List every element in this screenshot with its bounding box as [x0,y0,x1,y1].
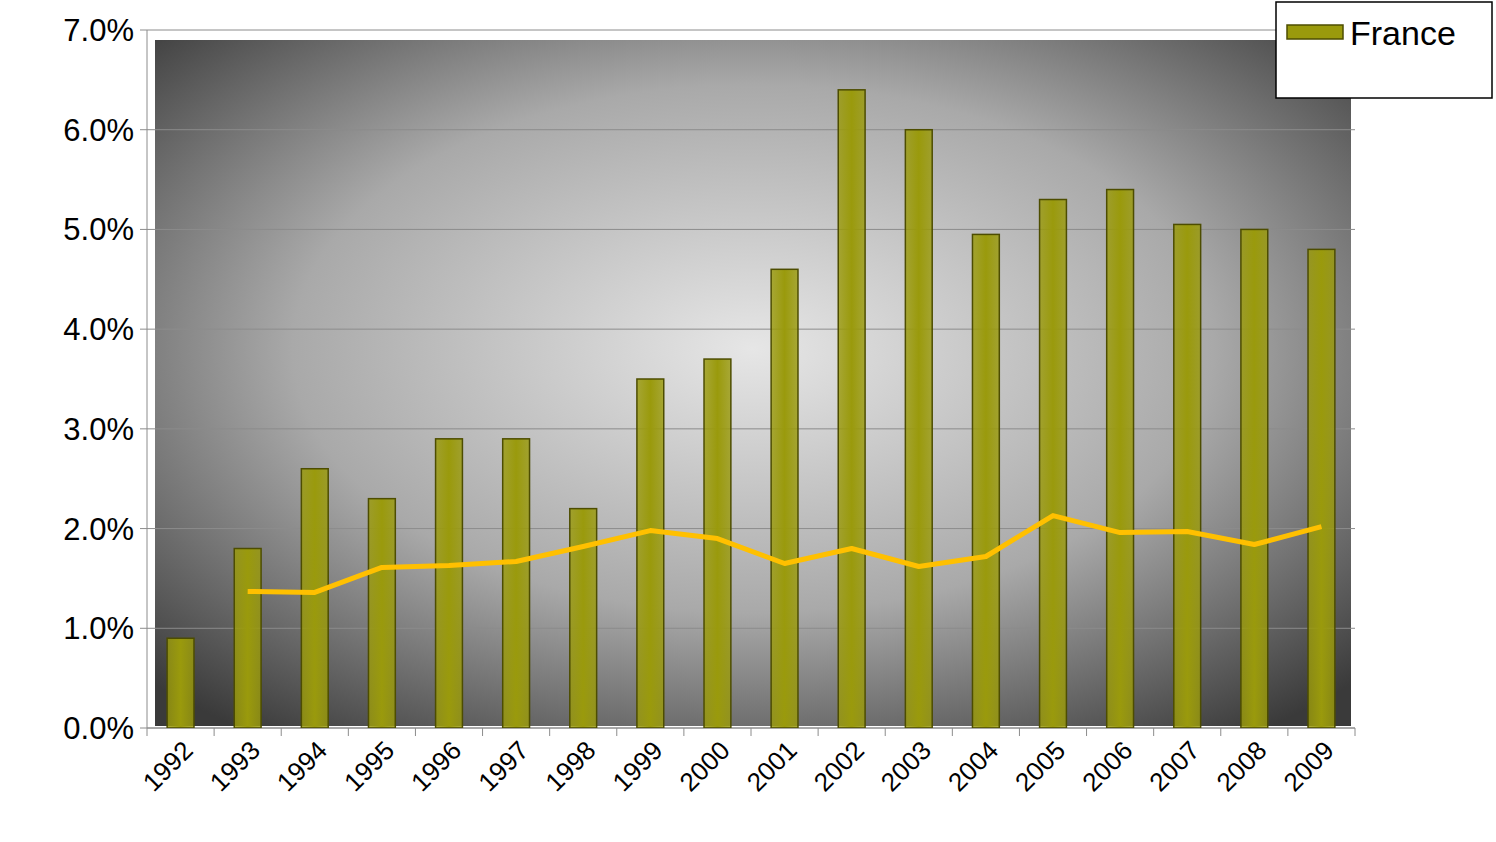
x-tick-label: 2002 [808,735,870,797]
grid-line [147,30,1355,31]
y-tick [140,129,147,130]
grid-line [147,129,1355,130]
bar [1107,190,1134,728]
x-tick [1220,728,1221,736]
x-tick [415,728,416,736]
x-tick-label: 1998 [539,735,601,797]
x-tick [281,728,282,736]
x-tick [1019,728,1020,736]
legend-swatch [1287,25,1343,39]
plot-marks [167,90,1335,728]
x-tick [885,728,886,736]
y-tick-label: 4.0% [63,312,134,347]
x-tick-label: 1992 [137,735,199,797]
legend-label: France [1350,14,1456,52]
x-tick-label: 2008 [1210,735,1272,797]
y-tick-label: 2.0% [63,512,134,547]
x-tick-label: 2009 [1278,735,1340,797]
y-tick [140,728,147,729]
legend: France [1276,2,1492,98]
x-tick [818,728,819,736]
y-tick-label: 3.0% [63,412,134,447]
x-tick [952,728,953,736]
y-tick [140,528,147,529]
background-image [155,40,1351,726]
x-tick-label: 1995 [338,735,400,797]
y-tick-label: 0.0% [63,711,134,746]
legend-box [1276,2,1492,98]
bar [838,90,865,728]
bar [436,439,463,728]
bar [368,499,395,728]
bar [1040,200,1067,728]
bar [570,509,597,728]
bar [167,638,194,728]
x-tick [1287,728,1288,736]
y-tick [140,30,147,31]
bar [1174,224,1201,728]
x-tick-label: 2006 [1076,735,1138,797]
x-tick [549,728,550,736]
y-tick-label: 7.0% [63,13,134,48]
bar [637,379,664,728]
x-tick [683,728,684,736]
bar [972,234,999,728]
x-tick-label: 1994 [271,735,333,797]
x-tick [147,728,148,736]
y-tick-label: 5.0% [63,212,134,247]
x-tick-label: 2000 [674,735,736,797]
bar [301,469,328,728]
bar [905,130,932,728]
bar [234,549,261,728]
y-tick [140,329,147,330]
x-tick-label: 2004 [942,735,1004,797]
y-axis [147,30,148,728]
x-tick [214,728,215,736]
x-tick [616,728,617,736]
x-tick [1086,728,1087,736]
y-tick [140,628,147,629]
bar [1241,229,1268,728]
x-tick [751,728,752,736]
x-tick [1153,728,1154,736]
x-tick-label: 1993 [204,735,266,797]
chart: 0.0% 1.0% 2.0% 3.0% 4.0% 5.0% 6.0% 7.0% 19921993… [0,0,1496,842]
line [248,516,1322,593]
x-tick-label: 1999 [606,735,668,797]
x-tick-label: 1996 [405,735,467,797]
y-tick [140,428,147,429]
x-tick-label: 2007 [1143,735,1205,797]
x-tick [1355,728,1356,736]
x-tick-label: 2005 [1009,735,1071,797]
x-tick-label: 2003 [875,735,937,797]
x-tick [482,728,483,736]
bar [503,439,530,728]
bar [1308,249,1335,728]
y-tick-label: 6.0% [63,113,134,148]
x-tick-label: 1997 [472,735,534,797]
x-tick-label: 2001 [741,735,803,797]
x-tick [348,728,349,736]
bar [771,269,798,728]
y-tick [140,229,147,230]
y-tick-label: 1.0% [63,611,134,646]
